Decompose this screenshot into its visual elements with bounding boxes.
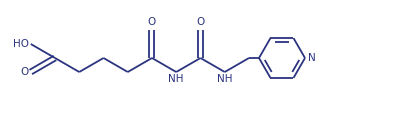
Text: N: N <box>308 53 316 63</box>
Text: O: O <box>196 17 205 27</box>
Text: NH: NH <box>217 74 232 84</box>
Text: O: O <box>148 17 156 27</box>
Text: HO: HO <box>13 39 29 49</box>
Text: O: O <box>21 67 29 77</box>
Text: NH: NH <box>168 74 184 84</box>
